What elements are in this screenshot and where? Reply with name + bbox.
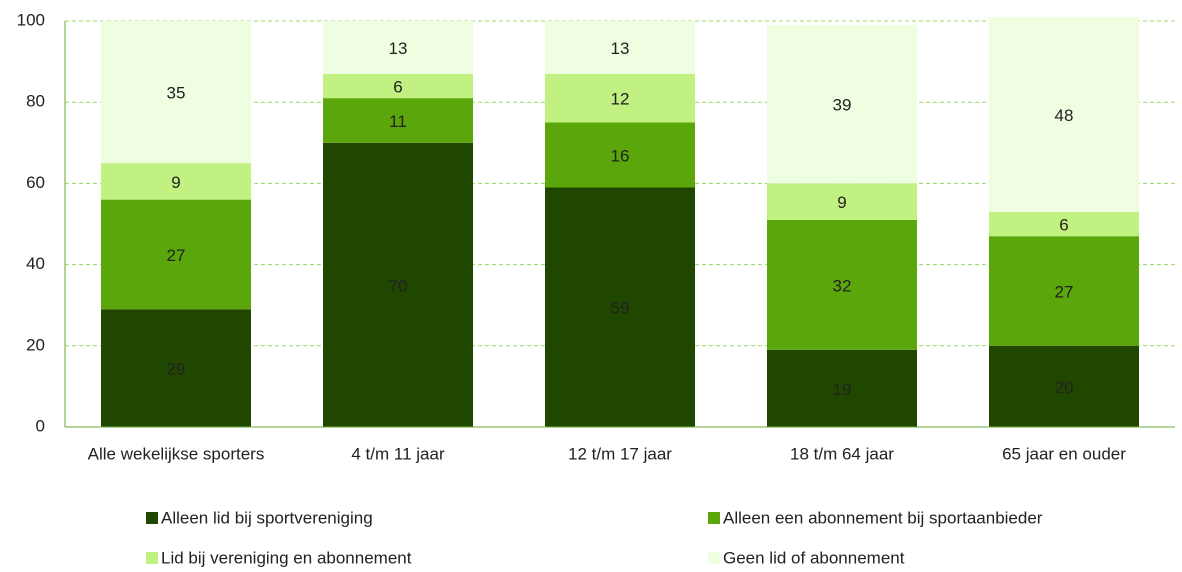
data-label: 35: [167, 84, 186, 103]
bar-segment: [101, 163, 251, 200]
data-label: 70: [389, 276, 408, 295]
bar-segment: [767, 349, 917, 427]
data-label: 27: [167, 246, 186, 265]
bar-segment: [989, 236, 1139, 346]
data-label: 12: [611, 90, 630, 109]
bar-segment: [989, 345, 1139, 427]
bar-segment: [101, 199, 251, 310]
data-label: 48: [1055, 106, 1074, 125]
y-tick-label: 60: [26, 173, 45, 192]
legend-swatch: [708, 512, 720, 524]
bar-segment: [323, 73, 473, 99]
bar-segment: [545, 122, 695, 188]
legend-label: Alleen een abonnement bij sportaanbieder: [723, 508, 1043, 527]
y-tick-label: 40: [26, 254, 45, 273]
bar-segment: [545, 73, 695, 123]
legend-label: Lid bij vereniging en abonnement: [161, 548, 412, 567]
data-label: 13: [389, 39, 408, 58]
bar-segment: [767, 183, 917, 220]
data-label: 9: [837, 193, 846, 212]
legend-swatch: [146, 512, 158, 524]
bar-segment: [101, 21, 251, 164]
data-label: 39: [833, 96, 852, 115]
data-label: 9: [171, 173, 180, 192]
bar-segment: [545, 21, 695, 74]
bar-segment: [767, 219, 917, 350]
y-tick-label: 80: [26, 92, 45, 111]
y-tick-label: 100: [17, 10, 45, 29]
bar-segment: [989, 16, 1139, 212]
data-label: 6: [1059, 215, 1068, 234]
bar-segment: [323, 98, 473, 143]
data-label: 16: [611, 146, 630, 165]
data-label: 13: [611, 39, 630, 58]
bar-segment: [323, 21, 473, 74]
y-tick-label: 0: [36, 416, 45, 435]
bar-segment: [323, 142, 473, 428]
data-label: 32: [833, 276, 852, 295]
x-tick-label: 4 t/m 11 jaar: [351, 444, 445, 463]
legend-swatch: [708, 552, 720, 564]
data-label: 6: [393, 77, 402, 96]
x-tick-label: 12 t/m 17 jaar: [568, 444, 672, 463]
x-tick-label: 65 jaar en ouder: [1002, 444, 1126, 463]
data-label: 19: [833, 380, 852, 399]
data-label: 59: [611, 299, 630, 318]
bar-segment: [545, 187, 695, 427]
data-label: 11: [389, 112, 407, 131]
legend-label: Geen lid of abonnement: [723, 548, 905, 567]
legend-label: Alleen lid bij sportvereniging: [161, 508, 373, 527]
bar-segment: [989, 211, 1139, 237]
data-label: 27: [1055, 282, 1074, 301]
legend-swatch: [146, 552, 158, 564]
bar-segment: [767, 25, 917, 184]
y-tick-label: 20: [26, 335, 45, 354]
data-label: 29: [167, 360, 186, 379]
bar-segment: [101, 309, 251, 427]
x-tick-label: 18 t/m 64 jaar: [790, 444, 894, 463]
data-label: 20: [1055, 378, 1074, 397]
x-tick-label: Alle wekelijkse sporters: [88, 444, 265, 463]
